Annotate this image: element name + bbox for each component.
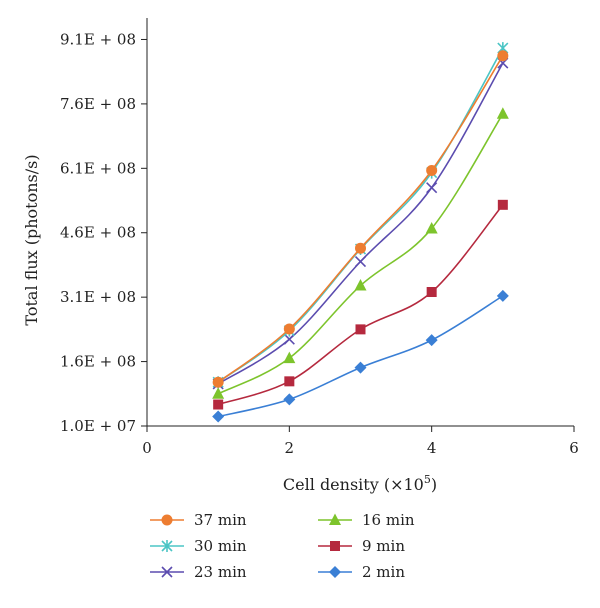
legend-label: 23 min (194, 563, 247, 581)
legend-item: 9 min (318, 537, 405, 555)
data-point (425, 221, 438, 234)
legend-swatch-marker (161, 540, 173, 552)
legend-item: 16 min (318, 511, 415, 529)
legend-swatch-marker (161, 566, 173, 578)
y-axis-title: Total flux (photons/s) (22, 154, 41, 325)
series-23-min (212, 57, 509, 390)
legend-swatch-marker (330, 541, 340, 551)
series-16-min (212, 107, 509, 399)
legend-item: 2 min (318, 563, 405, 581)
data-point (426, 182, 438, 194)
x-axis-title-main: Cell density (×10 (283, 475, 424, 494)
data-point (212, 410, 225, 423)
y-ticks: 1.0E + 07 1.6E + 08 3.1E + 08 4.6E + 08 6.1E… (60, 30, 147, 435)
x-axis-title: Cell density (×105) (283, 473, 437, 494)
data-point (354, 255, 367, 268)
x-axis-title-exponent: 5 (424, 473, 431, 486)
data-point (284, 376, 295, 387)
legend-swatch-marker (161, 514, 173, 526)
x-axis-title-suffix: ) (431, 475, 437, 494)
data-point (496, 289, 509, 302)
legend-label: 9 min (362, 537, 405, 555)
data-point (355, 324, 366, 335)
series-9-min (213, 199, 508, 410)
legend-item: 23 min (150, 563, 247, 581)
x-tick-label: 6 (569, 439, 579, 457)
legend: 37 min 30 min 23 min 16 min 9 min 2 min (150, 511, 415, 581)
legend-label: 2 min (362, 563, 405, 581)
y-tick-label: 9.1E + 08 (60, 30, 136, 48)
data-point (355, 242, 366, 254)
y-tick-label: 3.1E + 08 (60, 288, 136, 306)
series-line (217, 295, 504, 418)
y-tick-label: 6.1E + 08 (60, 159, 136, 177)
x-tick-label: 0 (142, 439, 152, 457)
data-point (283, 323, 295, 335)
data-point (213, 399, 224, 410)
legend-label: 37 min (194, 511, 247, 529)
legend-swatch-marker (329, 566, 341, 578)
data-point (497, 50, 509, 62)
series-30-min (212, 42, 509, 389)
data-point (283, 393, 296, 406)
legend-item: 30 min (150, 537, 247, 555)
series-layer (212, 42, 509, 423)
series-37-min (212, 50, 509, 388)
data-point (354, 361, 367, 374)
x-tick-label: 4 (427, 439, 437, 457)
data-point (426, 164, 438, 176)
x-ticks: 0 2 4 6 (142, 426, 579, 457)
y-tick-label: 1.0E + 07 (60, 417, 136, 435)
data-point (212, 387, 225, 399)
series-2-min (212, 289, 509, 423)
data-point (354, 279, 367, 291)
legend-item: 37 min (150, 511, 247, 529)
data-point (496, 107, 509, 119)
y-tick-label: 4.6E + 08 (60, 224, 136, 242)
legend-label: 30 min (194, 537, 247, 555)
y-tick-label: 1.6E + 08 (60, 353, 136, 371)
axes (146, 18, 574, 427)
y-tick-label: 7.6E + 08 (60, 95, 136, 113)
legend-label: 16 min (362, 511, 415, 529)
data-point (426, 287, 437, 298)
x-tick-label: 2 (285, 439, 295, 457)
data-point (425, 334, 438, 347)
series-line (217, 62, 504, 385)
data-point (212, 376, 224, 388)
data-point (283, 333, 295, 345)
data-point (283, 351, 296, 364)
data-point (497, 199, 508, 210)
legend-swatch-marker (329, 513, 341, 525)
